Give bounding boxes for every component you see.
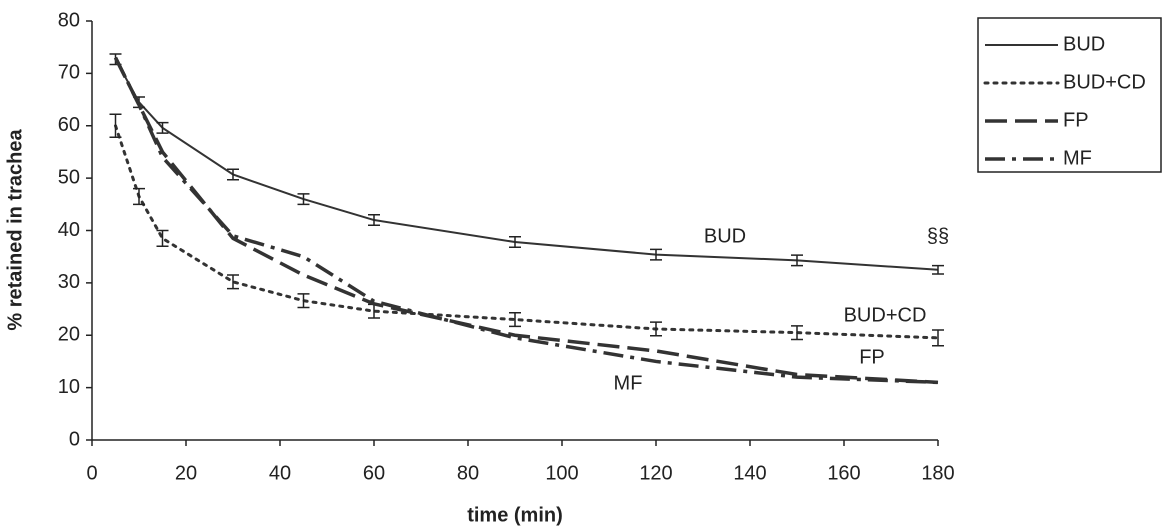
series-line (113, 56, 939, 385)
error-bar (650, 321, 662, 337)
annotation: §§ (927, 225, 949, 247)
x-tick-label: 0 (86, 462, 97, 484)
x-tick-label: 40 (269, 462, 291, 484)
error-bar (133, 187, 145, 206)
error-bar (791, 325, 803, 341)
annotation: MF (614, 372, 643, 394)
error-bar (297, 293, 310, 309)
legend-label: MF (1063, 147, 1092, 169)
error-bar (932, 264, 944, 275)
x-tick-label: 20 (175, 462, 197, 484)
series-line (114, 58, 939, 271)
series-line (114, 124, 940, 340)
error-bar (791, 254, 803, 267)
y-tick-label: 20 (58, 324, 80, 346)
x-axis-label: time (min) (467, 504, 563, 526)
y-tick-label: 80 (58, 9, 80, 31)
error-bar (297, 193, 310, 206)
x-tick-label: 60 (363, 462, 385, 484)
error-bar (156, 229, 169, 247)
x-tick-label: 160 (827, 462, 860, 484)
error-bar (368, 214, 380, 227)
annotation: FP (859, 346, 885, 368)
y-tick-label: 30 (58, 271, 80, 293)
y-tick-label: 40 (58, 219, 80, 241)
x-tick-label: 140 (733, 462, 766, 484)
x-tick-label: 80 (457, 462, 479, 484)
legend-label: BUD+CD (1063, 71, 1146, 93)
legend-box (977, 17, 1162, 173)
error-bar (650, 248, 662, 261)
error-bar (109, 113, 122, 139)
legend-label: FP (1063, 109, 1089, 131)
annotation: BUD+CD (844, 304, 927, 326)
y-tick-label: 50 (58, 166, 80, 188)
error-bar (227, 168, 239, 181)
x-tick-label: 100 (545, 462, 578, 484)
error-bar (156, 121, 169, 134)
annotation: BUD (704, 225, 746, 247)
legend-label: BUD (1063, 33, 1105, 55)
y-tick-label: 0 (69, 428, 80, 450)
error-bar (227, 274, 239, 290)
y-tick-label: 60 (58, 114, 80, 136)
error-bar (509, 236, 521, 249)
y-axis-label: % retained in trachea (4, 129, 26, 331)
x-tick-label: 180 (921, 462, 954, 484)
x-tick-label: 120 (639, 462, 672, 484)
y-tick-label: 10 (58, 376, 80, 398)
error-bar (932, 329, 944, 347)
y-tick-label: 70 (58, 62, 80, 84)
error-bar (509, 311, 521, 328)
